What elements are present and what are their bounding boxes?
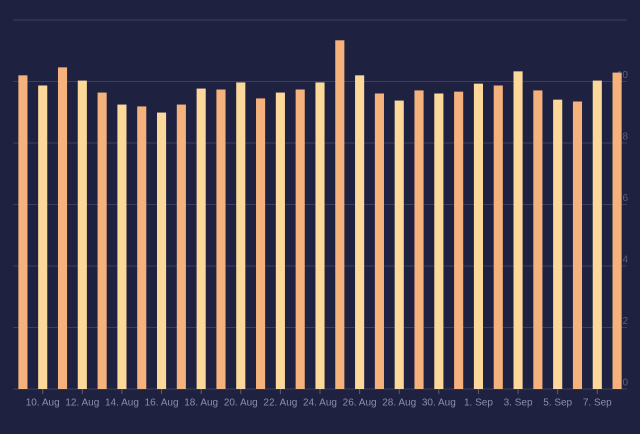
- y-tick-label: 2: [622, 316, 628, 327]
- x-tick-label: 5. Sep: [543, 398, 572, 409]
- bar: [216, 89, 226, 390]
- bar: [592, 80, 602, 389]
- bar: [275, 92, 285, 389]
- x-tick-label: 24. Aug: [303, 398, 337, 409]
- x-tick-label: 28. Aug: [382, 398, 416, 409]
- y-tick-label: 0: [622, 378, 628, 389]
- bar: [156, 112, 167, 390]
- bar: [454, 91, 464, 390]
- x-tick-label: 30. Aug: [422, 398, 456, 409]
- x-tick-label: 14. Aug: [105, 398, 139, 409]
- bar: [394, 100, 404, 389]
- x-tick-label: 22. Aug: [263, 398, 297, 409]
- x-tick-label: 1. Sep: [464, 398, 493, 409]
- bar: [493, 85, 503, 389]
- bar: [295, 89, 305, 390]
- bar: [612, 72, 622, 390]
- bar: [533, 90, 543, 389]
- y-tick-label: 6: [622, 193, 628, 204]
- y-tick-label: 8: [622, 132, 628, 143]
- x-tick-label: 18. Aug: [184, 398, 218, 409]
- y-tick-label: 10: [617, 70, 629, 81]
- bar: [315, 82, 325, 390]
- bar: [553, 99, 563, 389]
- bar: [77, 80, 87, 389]
- x-tick-label: 12. Aug: [65, 398, 99, 409]
- bar: [513, 71, 523, 389]
- x-tick-label: 26. Aug: [343, 398, 377, 409]
- bar: [236, 82, 246, 390]
- bar: [57, 67, 68, 389]
- x-tick-label: 20. Aug: [224, 398, 258, 409]
- bar: [18, 75, 28, 389]
- x-tick-label: 10. Aug: [26, 398, 60, 409]
- bar: [473, 83, 484, 389]
- bar: [374, 93, 384, 390]
- bar: [176, 104, 186, 389]
- x-tick-label: 16. Aug: [145, 398, 179, 409]
- bar: [196, 88, 206, 389]
- bar: [256, 98, 266, 389]
- bar: [355, 75, 365, 389]
- bar: [434, 93, 444, 390]
- bar: [97, 92, 107, 389]
- bar: [572, 101, 583, 390]
- bar: [137, 106, 147, 389]
- y-tick-label: 4: [622, 255, 628, 266]
- x-tick-label: 7. Sep: [583, 398, 612, 409]
- bar: [414, 90, 424, 389]
- bar: [117, 104, 127, 389]
- bar: [335, 40, 345, 390]
- x-tick-label: 3. Sep: [504, 398, 533, 409]
- bar: [38, 85, 48, 389]
